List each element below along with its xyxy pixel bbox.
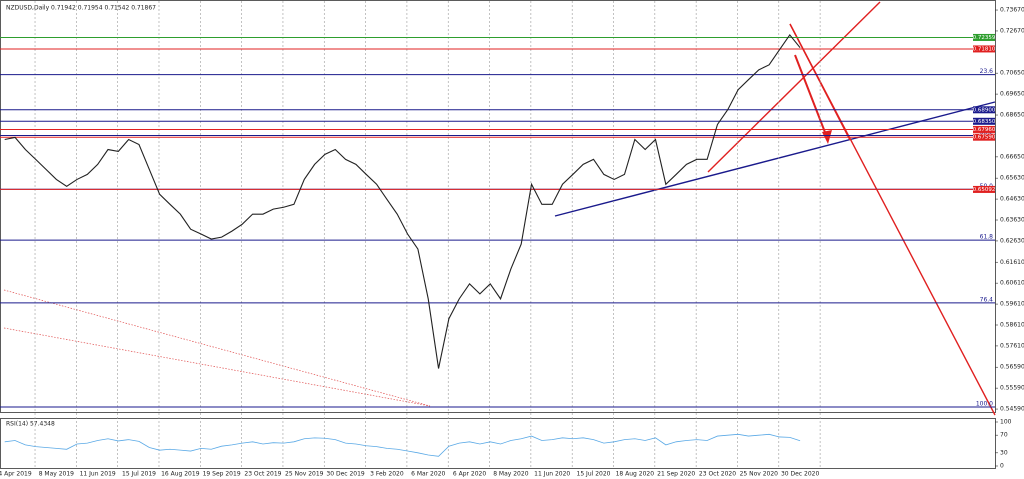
price-box-label: 0.67960 xyxy=(973,127,996,133)
chart-title: NZDUSD,Daily 0.71942 0.71954 0.71542 0.7… xyxy=(6,5,156,12)
y-tick-label: 0.59610 xyxy=(1000,301,1024,308)
fib-label: 61.8 xyxy=(980,234,994,241)
y-tick-label: 0.73670 xyxy=(1000,7,1024,14)
y-tick-label: 0.61610 xyxy=(1000,259,1024,266)
x-tick-label: 11 Jun 2019 xyxy=(80,471,116,478)
price-box-label: 0.65092 xyxy=(973,187,996,193)
price-box-label: 0.68900 xyxy=(973,107,996,113)
price-box-label: 0.68350 xyxy=(973,119,996,125)
dotted-trend xyxy=(3,327,431,407)
x-tick-label: 16 Aug 2019 xyxy=(161,471,200,478)
y-tick-label: 0.70650 xyxy=(1000,70,1024,77)
x-tick-label: 25 Nov 2019 xyxy=(285,471,324,478)
y-tick-label: 0.72670 xyxy=(1000,27,1024,34)
y-tick-label: 0.58610 xyxy=(1000,321,1024,328)
price-box xyxy=(973,125,995,133)
x-tick-label: 8 May 2019 xyxy=(39,471,74,478)
x-tick-label: 21 Sep 2020 xyxy=(657,471,695,478)
x-tick-label: 6 Apr 2020 xyxy=(453,471,486,478)
fib-label: 100.0 xyxy=(976,400,993,407)
price-box xyxy=(973,33,995,41)
x-tick-label: 23 Oct 2020 xyxy=(699,471,736,478)
x-tick-label: 15 Jul 2019 xyxy=(122,471,156,478)
y-tick-label: 0.62630 xyxy=(1000,237,1024,244)
x-tick-label: 19 Sep 2019 xyxy=(203,471,241,478)
rsi-tick-label: 0 xyxy=(1000,463,1004,470)
y-tick-label: 0.68650 xyxy=(1000,112,1024,119)
rsi-line xyxy=(4,433,801,457)
x-tick-label: 3 Feb 2020 xyxy=(370,471,404,478)
x-tick-label: 25 Nov 2020 xyxy=(740,471,779,478)
price-box xyxy=(973,106,995,114)
price-box-label: 0.67590 xyxy=(973,135,996,141)
price-box xyxy=(973,117,995,125)
x-tick-label: 11 Jun 2020 xyxy=(534,471,570,478)
x-tick-label: 4 Apr 2019 xyxy=(0,471,32,478)
rsi-frame xyxy=(0,418,996,469)
y-tick-label: 0.56590 xyxy=(1000,364,1024,371)
rising-trendline xyxy=(707,1,881,173)
y-tick-label: 0.54590 xyxy=(1000,406,1024,413)
x-tick-label: 30 Dec 2019 xyxy=(326,471,365,478)
price-box xyxy=(973,133,995,141)
x-tick-label: 23 Oct 2019 xyxy=(244,471,281,478)
price-box-label: 0.71810 xyxy=(973,46,996,52)
support-trendline xyxy=(554,101,996,217)
price-line xyxy=(4,34,801,369)
fib-label: 23.6 xyxy=(980,68,994,75)
y-tick-label: 0.60610 xyxy=(1000,280,1024,287)
dotted-trend xyxy=(3,289,431,407)
y-tick-label: 0.65630 xyxy=(1000,175,1024,182)
x-tick-label: 15 Jul 2020 xyxy=(577,471,611,478)
y-tick-label: 0.66650 xyxy=(1000,153,1024,160)
y-tick-label: 0.63630 xyxy=(1000,217,1024,224)
rsi-title: RSI(14) 57.4348 xyxy=(6,421,55,428)
y-tick-label: 0.69650 xyxy=(1000,91,1024,98)
x-tick-label: 8 May 2020 xyxy=(493,471,528,478)
price-box-label: 0.72359 xyxy=(973,35,996,41)
annotations xyxy=(3,1,996,416)
price-box xyxy=(973,185,995,193)
x-tick-label: 6 Mar 2020 xyxy=(411,471,445,478)
rsi-tick-label: 100 xyxy=(1000,419,1012,426)
rsi-tick-label: 30 xyxy=(1000,449,1008,456)
plot-frame xyxy=(0,0,996,413)
y-tick-label: 0.64630 xyxy=(1000,196,1024,203)
arrow xyxy=(794,54,829,141)
fib-label: 76.4 xyxy=(980,296,994,303)
y-tick-label: 0.55590 xyxy=(1000,385,1024,392)
x-tick-label: 30 Dec 2020 xyxy=(781,471,820,478)
price-box xyxy=(973,45,995,53)
x-tick-label: 18 Aug 2020 xyxy=(616,471,655,478)
rsi-tick-label: 70 xyxy=(1000,432,1008,439)
y-tick-label: 0.57610 xyxy=(1000,342,1024,349)
